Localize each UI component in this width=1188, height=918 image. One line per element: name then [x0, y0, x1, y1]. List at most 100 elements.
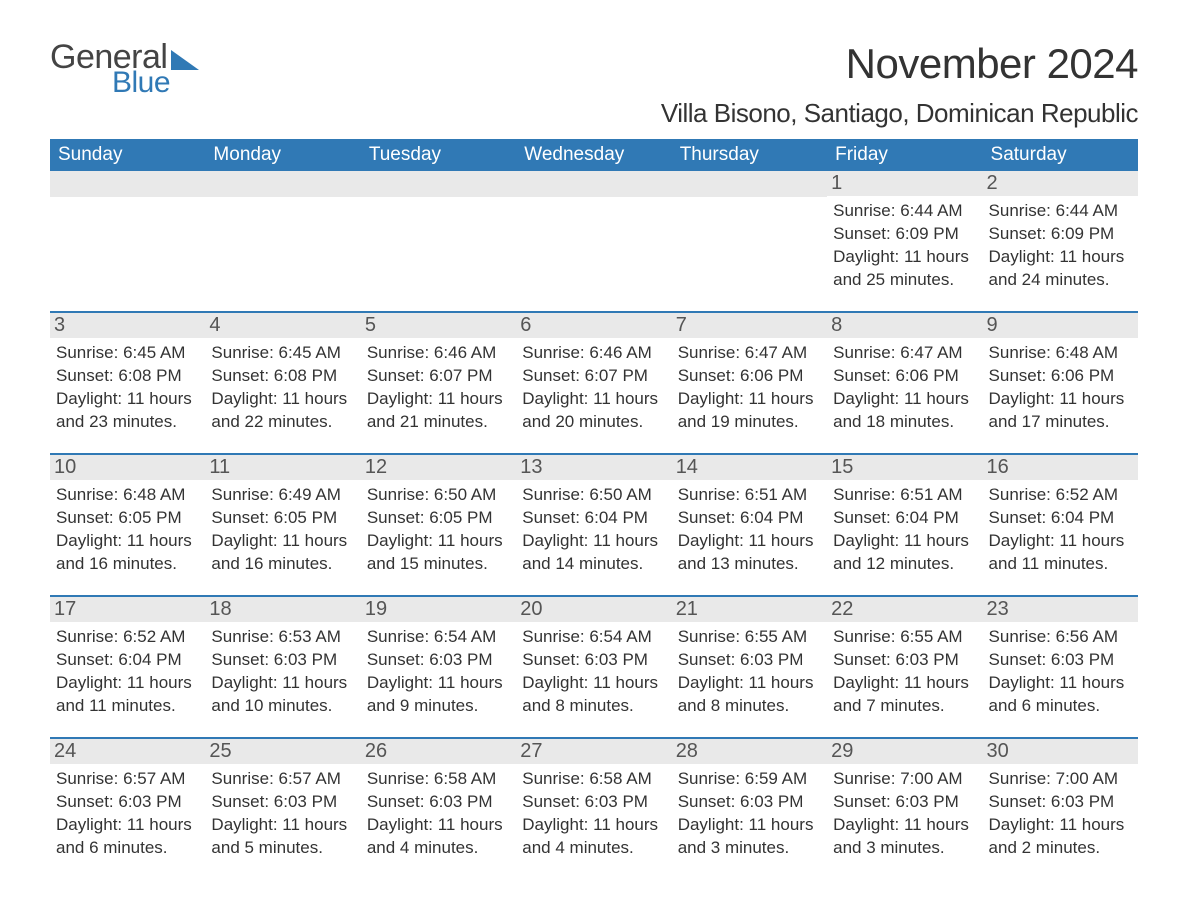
day-number: 17	[50, 597, 205, 622]
day-number: 30	[983, 739, 1138, 764]
sunrise-text: Sunrise: 6:51 AM	[678, 484, 821, 507]
day-cell: 4Sunrise: 6:45 AMSunset: 6:08 PMDaylight…	[205, 313, 360, 453]
day-cell: 26Sunrise: 6:58 AMSunset: 6:03 PMDayligh…	[361, 739, 516, 879]
day-number	[361, 171, 516, 197]
week-row: 24Sunrise: 6:57 AMSunset: 6:03 PMDayligh…	[50, 737, 1138, 879]
day-number: 11	[205, 455, 360, 480]
sunrise-text: Sunrise: 7:00 AM	[833, 768, 976, 791]
sunset-text: Sunset: 6:03 PM	[522, 649, 665, 672]
day-cell: 1Sunrise: 6:44 AMSunset: 6:09 PMDaylight…	[827, 171, 982, 311]
daylight-text: Daylight: 11 hours and 12 minutes.	[833, 530, 976, 576]
day-body: Sunrise: 7:00 AMSunset: 6:03 PMDaylight:…	[833, 768, 976, 860]
calendar: Sunday Monday Tuesday Wednesday Thursday…	[50, 139, 1138, 879]
day-body: Sunrise: 6:58 AMSunset: 6:03 PMDaylight:…	[522, 768, 665, 860]
day-number: 29	[827, 739, 982, 764]
daylight-text: Daylight: 11 hours and 2 minutes.	[989, 814, 1132, 860]
daylight-text: Daylight: 11 hours and 11 minutes.	[56, 672, 199, 718]
day-body: Sunrise: 6:46 AMSunset: 6:07 PMDaylight:…	[367, 342, 510, 434]
day-cell: 12Sunrise: 6:50 AMSunset: 6:05 PMDayligh…	[361, 455, 516, 595]
day-number: 25	[205, 739, 360, 764]
daylight-text: Daylight: 11 hours and 6 minutes.	[989, 672, 1132, 718]
day-cell: 10Sunrise: 6:48 AMSunset: 6:05 PMDayligh…	[50, 455, 205, 595]
sunset-text: Sunset: 6:08 PM	[56, 365, 199, 388]
sunrise-text: Sunrise: 6:55 AM	[833, 626, 976, 649]
sunrise-text: Sunrise: 6:49 AM	[211, 484, 354, 507]
day-body: Sunrise: 6:55 AMSunset: 6:03 PMDaylight:…	[833, 626, 976, 718]
sunset-text: Sunset: 6:03 PM	[833, 791, 976, 814]
day-body: Sunrise: 6:55 AMSunset: 6:03 PMDaylight:…	[678, 626, 821, 718]
day-cell	[516, 171, 671, 311]
sunrise-text: Sunrise: 6:58 AM	[367, 768, 510, 791]
day-body: Sunrise: 6:50 AMSunset: 6:04 PMDaylight:…	[522, 484, 665, 576]
sunrise-text: Sunrise: 6:57 AM	[211, 768, 354, 791]
day-cell: 15 Sunrise: 6:51 AMSunset: 6:04 PMDayligh…	[827, 455, 982, 595]
day-number: 23	[983, 597, 1138, 622]
day-header-saturday: Saturday	[983, 139, 1138, 171]
header: General Blue November 2024 Villa Bisono,…	[50, 40, 1138, 129]
day-number: 19	[361, 597, 516, 622]
sunset-text: Sunset: 6:03 PM	[56, 791, 199, 814]
day-cell: 6 Sunrise: 6:46 AMSunset: 6:07 PMDaylight…	[516, 313, 671, 453]
day-body: Sunrise: 6:58 AMSunset: 6:03 PMDaylight:…	[367, 768, 510, 860]
day-body: Sunrise: 6:54 AMSunset: 6:03 PMDaylight:…	[367, 626, 510, 718]
day-body: Sunrise: 6:52 AMSunset: 6:04 PMDaylight:…	[56, 626, 199, 718]
day-cell: 29 Sunrise: 7:00 AMSunset: 6:03 PMDayligh…	[827, 739, 982, 879]
title-block: November 2024 Villa Bisono, Santiago, Do…	[661, 40, 1138, 129]
day-header-sunday: Sunday	[50, 139, 205, 171]
day-cell: 14Sunrise: 6:51 AMSunset: 6:04 PMDayligh…	[672, 455, 827, 595]
day-number	[205, 171, 360, 197]
daylight-text: Daylight: 11 hours and 5 minutes.	[211, 814, 354, 860]
sunrise-text: Sunrise: 6:45 AM	[56, 342, 199, 365]
day-cell: 3Sunrise: 6:45 AMSunset: 6:08 PMDaylight…	[50, 313, 205, 453]
sunset-text: Sunset: 6:04 PM	[522, 507, 665, 530]
day-number: 14	[672, 455, 827, 480]
daylight-text: Daylight: 11 hours and 3 minutes.	[833, 814, 976, 860]
sunrise-text: Sunrise: 6:45 AM	[211, 342, 354, 365]
sunrise-text: Sunrise: 6:47 AM	[678, 342, 821, 365]
sunset-text: Sunset: 6:06 PM	[678, 365, 821, 388]
sunrise-text: Sunrise: 6:53 AM	[211, 626, 354, 649]
sunrise-text: Sunrise: 6:59 AM	[678, 768, 821, 791]
day-cell: 8Sunrise: 6:47 AMSunset: 6:06 PMDaylight…	[827, 313, 982, 453]
day-body: Sunrise: 6:57 AMSunset: 6:03 PMDaylight:…	[56, 768, 199, 860]
daylight-text: Daylight: 11 hours and 3 minutes.	[678, 814, 821, 860]
sunset-text: Sunset: 6:07 PM	[367, 365, 510, 388]
day-cell: 18Sunrise: 6:53 AMSunset: 6:03 PMDayligh…	[205, 597, 360, 737]
daylight-text: Daylight: 11 hours and 22 minutes.	[211, 388, 354, 434]
sunrise-text: Sunrise: 6:44 AM	[989, 200, 1132, 223]
daylight-text: Daylight: 11 hours and 19 minutes.	[678, 388, 821, 434]
day-cell: 23Sunrise: 6:56 AMSunset: 6:03 PMDayligh…	[983, 597, 1138, 737]
day-number: 5	[361, 313, 516, 338]
day-number: 6	[516, 313, 671, 338]
sunrise-text: Sunrise: 6:50 AM	[367, 484, 510, 507]
logo-shape-icon	[171, 50, 199, 74]
day-body: Sunrise: 6:51 AMSunset: 6:04 PMDaylight:…	[833, 484, 976, 576]
day-cell: 2Sunrise: 6:44 AMSunset: 6:09 PMDaylight…	[983, 171, 1138, 311]
day-body: Sunrise: 6:57 AMSunset: 6:03 PMDaylight:…	[211, 768, 354, 860]
sunrise-text: Sunrise: 6:52 AM	[56, 626, 199, 649]
sunrise-text: Sunrise: 6:57 AM	[56, 768, 199, 791]
day-cell: 25 Sunrise: 6:57 AMSunset: 6:03 PMDayligh…	[205, 739, 360, 879]
sunset-text: Sunset: 6:09 PM	[833, 223, 976, 246]
sunrise-text: Sunrise: 6:48 AM	[989, 342, 1132, 365]
day-number: 12	[361, 455, 516, 480]
day-number: 8	[827, 313, 982, 338]
sunrise-text: Sunrise: 6:52 AM	[989, 484, 1132, 507]
day-cell: 13Sunrise: 6:50 AMSunset: 6:04 PMDayligh…	[516, 455, 671, 595]
sunset-text: Sunset: 6:05 PM	[56, 507, 199, 530]
day-number: 15	[827, 455, 982, 480]
daylight-text: Daylight: 11 hours and 24 minutes.	[989, 246, 1132, 292]
day-number	[516, 171, 671, 197]
day-number: 21	[672, 597, 827, 622]
week-row: 17 Sunrise: 6:52 AMSunset: 6:04 PMDayligh…	[50, 595, 1138, 737]
day-cell	[361, 171, 516, 311]
sunrise-text: Sunrise: 6:58 AM	[522, 768, 665, 791]
sunset-text: Sunset: 6:06 PM	[989, 365, 1132, 388]
day-header-friday: Friday	[827, 139, 982, 171]
day-body: Sunrise: 6:49 AMSunset: 6:05 PMDaylight:…	[211, 484, 354, 576]
daylight-text: Daylight: 11 hours and 4 minutes.	[522, 814, 665, 860]
day-body: Sunrise: 6:46 AMSunset: 6:07 PMDaylight:…	[522, 342, 665, 434]
day-body: Sunrise: 6:53 AMSunset: 6:03 PMDaylight:…	[211, 626, 354, 718]
day-cell: 7Sunrise: 6:47 AMSunset: 6:06 PMDaylight…	[672, 313, 827, 453]
day-number: 1	[827, 171, 982, 196]
